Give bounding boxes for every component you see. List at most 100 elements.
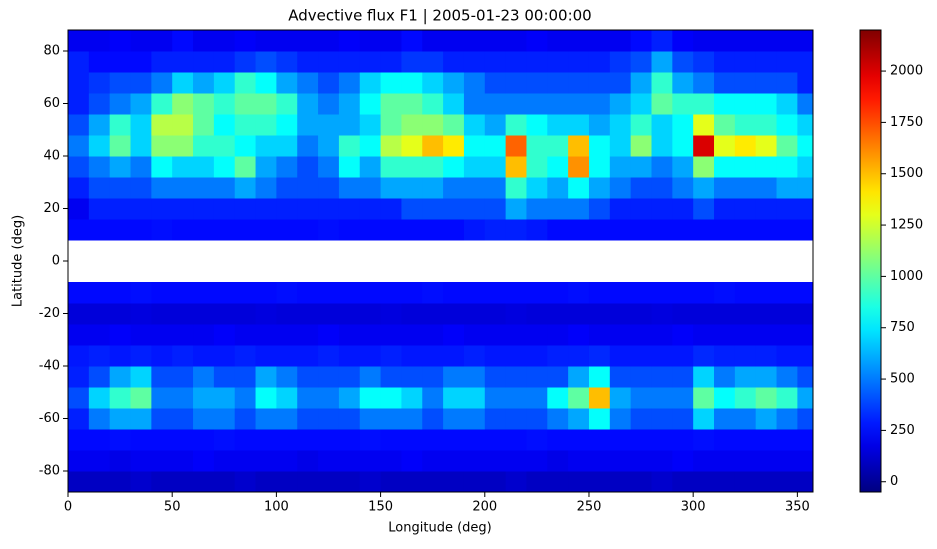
heatmap-cell xyxy=(526,429,548,451)
heatmap-cell xyxy=(318,30,340,52)
heatmap-cell xyxy=(484,408,507,430)
heatmap-cell xyxy=(297,366,319,388)
heatmap-cell xyxy=(193,471,215,492)
heatmap-cell xyxy=(505,324,527,346)
heatmap-cell xyxy=(276,387,298,409)
heatmap-cell xyxy=(672,51,694,73)
heatmap-cell xyxy=(484,450,507,472)
heatmap-cell xyxy=(130,408,152,430)
heatmap-cell xyxy=(776,198,798,220)
heatmap-cell xyxy=(568,30,590,52)
heatmap-cell xyxy=(193,303,215,325)
y-tick-label: 20 xyxy=(43,201,60,216)
heatmap-cell xyxy=(797,135,813,157)
heatmap-cell xyxy=(630,114,652,136)
heatmap-cell xyxy=(276,366,298,388)
heatmap-cell xyxy=(130,135,152,157)
heatmap-cell xyxy=(568,135,590,157)
heatmap-cell xyxy=(380,93,402,115)
heatmap-cell xyxy=(797,471,813,492)
heatmap-cell xyxy=(276,135,298,157)
heatmap-cell xyxy=(88,30,111,52)
heatmap-cell xyxy=(234,429,257,451)
heatmap-cell xyxy=(630,471,652,492)
heatmap-cell xyxy=(130,177,152,199)
heatmap-cell xyxy=(88,303,111,325)
heatmap-cell xyxy=(693,471,715,492)
heatmap-cell xyxy=(505,471,527,492)
heatmap-cell xyxy=(776,114,798,136)
heatmap-cell xyxy=(797,114,813,136)
heatmap-cell xyxy=(505,198,527,220)
heatmap-cell xyxy=(359,324,382,346)
heatmap-cell xyxy=(630,198,652,220)
heatmap-cell xyxy=(255,198,277,220)
heatmap-cell xyxy=(172,366,194,388)
heatmap-cell xyxy=(651,30,673,52)
heatmap-cell xyxy=(68,114,90,136)
heatmap-cell xyxy=(401,282,423,304)
heatmap-cell xyxy=(109,429,132,451)
heatmap-cell xyxy=(526,72,548,94)
y-tick-label: 40 xyxy=(43,149,60,164)
heatmap-cell xyxy=(297,51,319,73)
heatmap-cell xyxy=(359,387,382,409)
heatmap-cell xyxy=(401,177,423,199)
y-tick-label: -80 xyxy=(39,464,60,479)
heatmap-cell xyxy=(276,471,298,492)
heatmap-cell xyxy=(505,72,527,94)
heatmap-cell xyxy=(88,156,111,178)
heatmap-cell xyxy=(651,198,673,220)
heatmap-cell xyxy=(797,282,813,304)
heatmap-cell xyxy=(380,324,402,346)
heatmap-cell xyxy=(359,471,382,492)
heatmap-cell xyxy=(88,345,111,367)
heatmap-cell xyxy=(714,408,736,430)
heatmap-cell xyxy=(213,429,236,451)
heatmap-cell xyxy=(734,30,757,52)
heatmap-cell xyxy=(484,135,507,157)
heatmap-cell xyxy=(547,219,569,241)
heatmap-cell xyxy=(714,198,736,220)
heatmap-cell xyxy=(172,198,194,220)
heatmap-cell xyxy=(797,345,813,367)
heatmap-cell xyxy=(609,114,632,136)
heatmap-cell xyxy=(755,135,778,157)
heatmap-cell xyxy=(422,177,444,199)
heatmap-cell xyxy=(422,366,444,388)
heatmap-cell xyxy=(547,429,569,451)
heatmap-cell xyxy=(588,450,611,472)
heatmap-cell xyxy=(213,198,236,220)
heatmap-cell xyxy=(255,387,277,409)
heatmap-cell xyxy=(318,408,340,430)
heatmap-cell xyxy=(693,30,715,52)
heatmap-cell xyxy=(130,450,152,472)
heatmap-cell xyxy=(463,387,486,409)
y-tick-label: 60 xyxy=(43,96,60,111)
heatmap-cell xyxy=(422,93,444,115)
heatmap-cell xyxy=(547,51,569,73)
heatmap-cell xyxy=(443,72,465,94)
heatmap-cell xyxy=(318,177,340,199)
colorbar-tick-label: 1250 xyxy=(890,218,923,233)
heatmap-cell xyxy=(172,219,194,241)
heatmap-cell xyxy=(380,366,402,388)
heatmap-cell xyxy=(338,450,361,472)
heatmap-cell xyxy=(547,177,569,199)
heatmap-cell xyxy=(213,345,236,367)
heatmap-cell xyxy=(318,303,340,325)
heatmap-cell xyxy=(484,177,507,199)
heatmap-cell xyxy=(297,450,319,472)
x-tick-label: 150 xyxy=(368,500,393,515)
heatmap-cell xyxy=(172,303,194,325)
heatmap-cell xyxy=(443,114,465,136)
heatmap-cell xyxy=(505,387,527,409)
heatmap-cell xyxy=(463,156,486,178)
heatmap-cell xyxy=(734,72,757,94)
heatmap-cell xyxy=(151,93,173,115)
heatmap-cell xyxy=(172,177,194,199)
heatmap-cell xyxy=(130,93,152,115)
heatmap-cell xyxy=(234,93,257,115)
heatmap-cell xyxy=(672,135,694,157)
heatmap-cell xyxy=(714,156,736,178)
